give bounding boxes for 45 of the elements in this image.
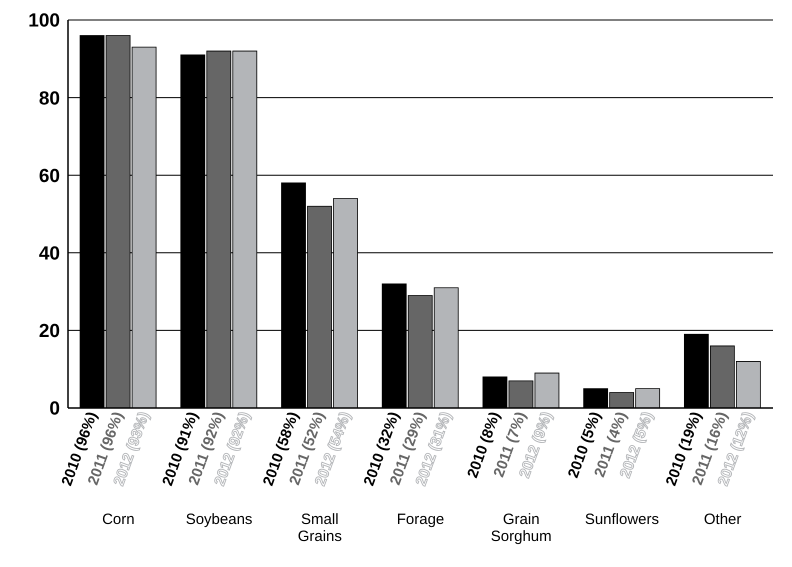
data-label: (5%) xyxy=(630,410,656,446)
text: 2011 xyxy=(490,443,518,480)
text: 2010 xyxy=(360,450,388,488)
data-label: (9%) xyxy=(528,410,556,446)
x-tick-label: Soybeans xyxy=(186,511,252,528)
data-label: (19%) xyxy=(675,410,706,453)
y-tick-label: 40 xyxy=(38,244,60,265)
text: 2011 xyxy=(185,450,213,488)
x-tick-label: Corn xyxy=(102,511,135,528)
data-label: (96%) xyxy=(71,410,101,453)
y-tick-label: 100 xyxy=(28,10,60,32)
text: 2010 xyxy=(159,450,187,488)
data-label: (32%) xyxy=(373,410,403,453)
x-tick-label: Sunflowers xyxy=(584,511,660,528)
x-tick-label: Forage xyxy=(396,511,444,528)
x-tick-label: Other xyxy=(704,511,742,528)
data-label: (7%) xyxy=(502,410,530,446)
text: 2011 xyxy=(286,450,314,488)
y-tick-label: 80 xyxy=(38,88,60,110)
data-label: (58%) xyxy=(272,410,302,453)
data-label: (5%) xyxy=(578,410,604,446)
x-tick-label: Small Grains xyxy=(298,511,342,545)
text: 2012 xyxy=(516,443,544,480)
x-tick-label: Grain Sorghum xyxy=(490,511,552,545)
data-label: (8%) xyxy=(476,410,504,446)
text: 2012 xyxy=(616,443,644,480)
data-label: (91%) xyxy=(172,410,202,453)
y-tick-label: 0 xyxy=(49,398,60,420)
text: 2012 xyxy=(110,450,138,488)
text: 2011 xyxy=(591,443,618,480)
text: 2010 xyxy=(564,443,592,480)
text: 2011 xyxy=(386,450,414,488)
text: 2012 xyxy=(211,450,239,488)
text: 2010 xyxy=(58,450,86,488)
text: 2012 xyxy=(714,450,742,488)
text: 2010 xyxy=(464,443,492,480)
text: 2012 xyxy=(312,450,340,488)
text: 2010 xyxy=(662,450,690,488)
text: 2012 xyxy=(412,450,440,488)
text: 2011 xyxy=(84,450,112,488)
data-label: (4%) xyxy=(604,410,630,446)
y-tick-label: 60 xyxy=(38,166,60,187)
y-tick-label: 20 xyxy=(38,321,60,342)
text: 2011 xyxy=(688,450,716,488)
text: 2010 xyxy=(260,450,288,488)
